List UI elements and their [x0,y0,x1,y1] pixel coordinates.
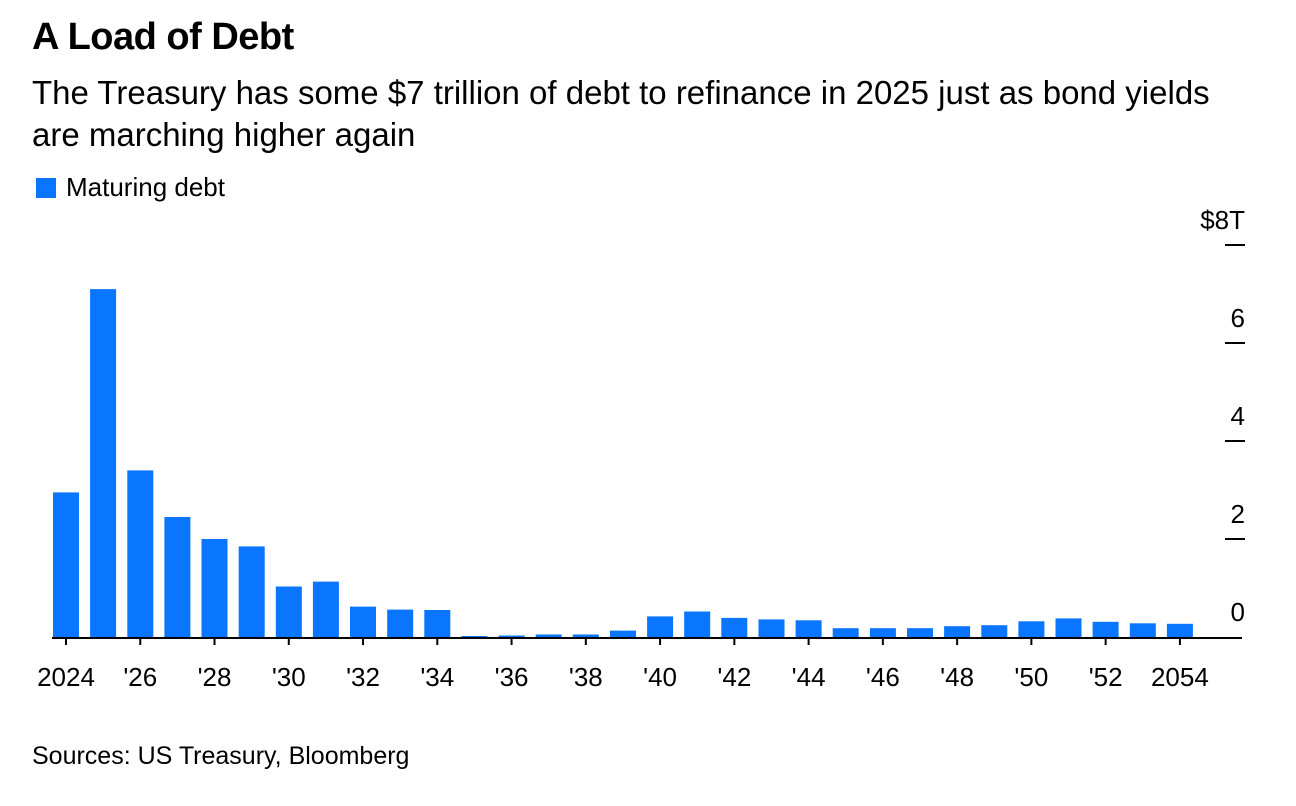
legend: Maturing debt [36,172,225,203]
bar-2031 [312,581,339,637]
y-tick-label: 4 [1231,401,1245,431]
bar-2024 [53,492,79,637]
y-tick-label: 2 [1231,499,1245,529]
y-axis: 0 2 4 6 $8T [1200,205,1245,627]
bar-2049 [981,625,1008,637]
bar-2052 [1092,621,1119,637]
bars-group [53,289,1193,638]
bar-2030 [275,586,302,637]
x-tick-label: '36 [495,662,529,692]
x-tick-label: '40 [643,662,677,692]
x-tick-label: 2024 [37,662,95,692]
x-tick-label: '30 [272,662,306,692]
bar-2040 [647,616,674,637]
bar-2025 [90,289,117,637]
bar-2042 [721,617,748,637]
bar-2046 [869,628,896,637]
bar-2039 [610,630,636,637]
bar-2054 [1166,623,1193,637]
bar-2033 [387,609,414,637]
bar-2045 [832,628,859,637]
bar-2026 [127,470,154,637]
x-tick-label: '34 [420,662,454,692]
legend-label: Maturing debt [66,172,225,202]
bar-2041 [684,611,711,637]
bar-2043 [758,619,785,637]
x-tick-label: '52 [1089,662,1123,692]
bar-2037 [535,634,562,637]
x-tick-label: '46 [866,662,900,692]
bar-2034 [424,610,451,637]
bar-2053 [1129,623,1156,637]
bar-2027 [164,517,191,638]
bar-2029 [238,546,265,638]
bar-2038 [572,634,599,637]
x-tick-label: '48 [940,662,974,692]
chart-subtitle: The Treasury has some $7 trillion of deb… [32,74,1210,153]
bar-2044 [795,620,822,637]
x-tick-label: '38 [569,662,603,692]
y-tick-label: 6 [1231,303,1245,333]
legend-swatch [36,177,56,198]
bar-2047 [907,628,933,637]
bar-2032 [350,606,376,637]
x-tick-label: '26 [123,662,157,692]
x-tick-label: '32 [346,662,380,692]
bar-2035 [461,636,488,637]
bar-2050 [1018,621,1045,637]
x-axis: 2024 '26 '28 '30 '32 '34 '36 '38 '40 '42 '44 '46 '48… [37,637,1242,692]
source-note: Sources: US Treasury, Bloomberg [32,742,410,770]
bar-2028 [201,539,228,637]
chart-title: A Load of Debt [32,16,294,58]
x-tick-label: 2054 [1151,662,1209,692]
y-tick-label: 0 [1231,597,1245,627]
bar-2051 [1055,618,1082,637]
x-tick-label: '50 [1014,662,1048,692]
x-tick-label: '42 [717,662,751,692]
y-tick-label: $8T [1200,205,1245,235]
x-tick-label: '44 [792,662,826,692]
x-tick-label: '28 [198,662,232,692]
bar-2048 [944,626,971,637]
bar-2036 [498,635,525,637]
